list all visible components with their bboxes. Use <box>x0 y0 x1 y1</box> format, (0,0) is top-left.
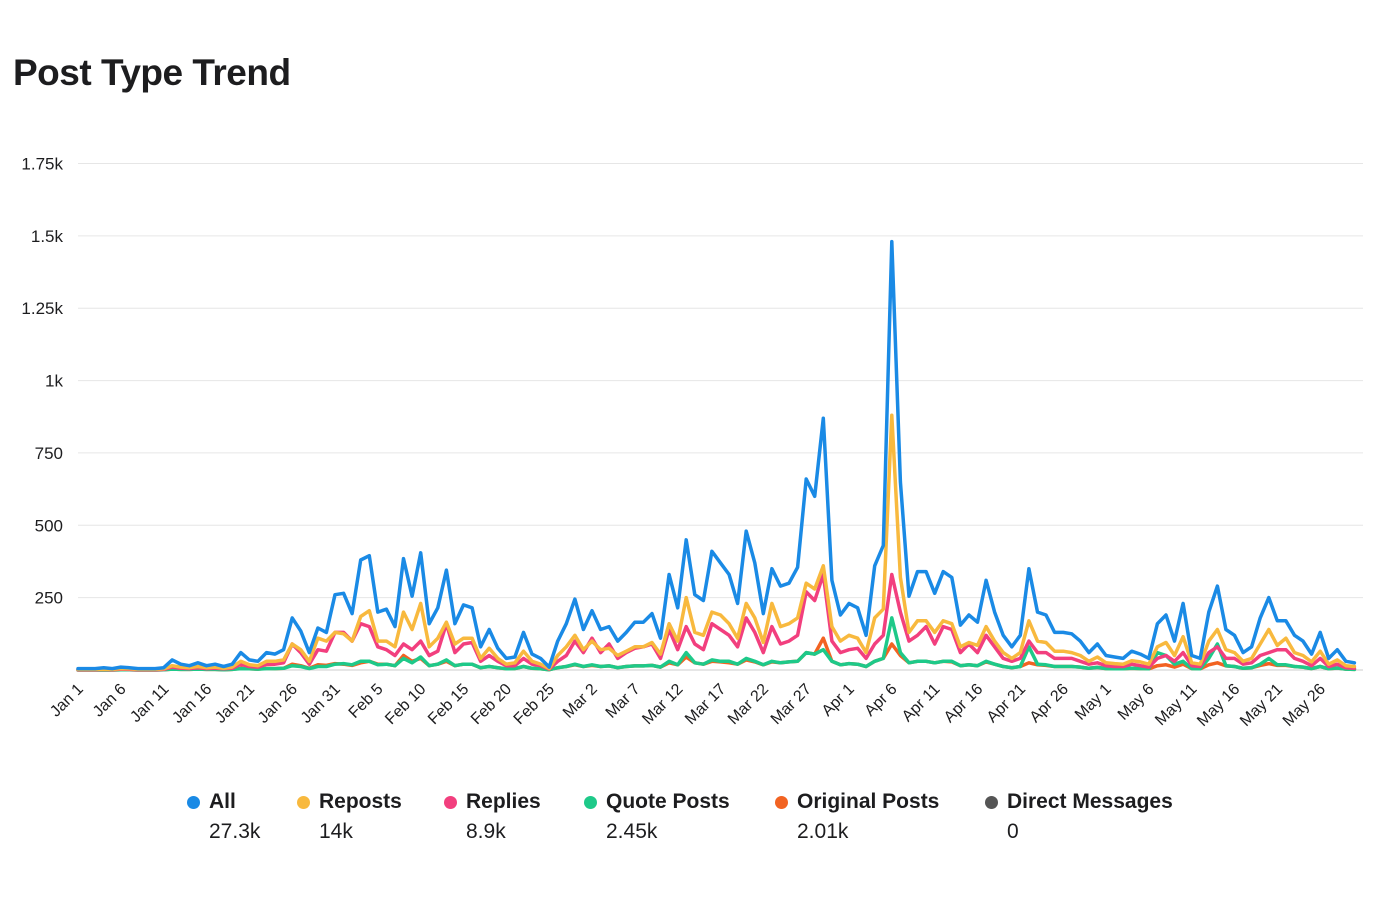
y-axis-ticks: 250 500 750 1k 1.25k 1.5k 1.75k <box>21 155 63 608</box>
y-tick-label: 750 <box>35 444 63 463</box>
x-tick-label: Jan 1 <box>47 681 87 721</box>
x-tick-label: Mar 12 <box>639 681 686 728</box>
chart-title: Post Type Trend <box>13 52 291 93</box>
x-tick-label: Mar 27 <box>768 681 815 728</box>
x-tick-label: Jan 16 <box>169 681 215 727</box>
legend-label: Original Posts <box>797 790 940 813</box>
x-tick-label: Apr 16 <box>941 681 986 726</box>
legend-label: Replies <box>466 790 541 813</box>
x-tick-label: Mar 17 <box>682 681 729 728</box>
legend-total: 2.01k <box>797 820 849 843</box>
legend-total: 0 <box>1007 820 1019 843</box>
legend-item-original-posts[interactable]: Original Posts 2.01k <box>775 790 939 844</box>
legend-total: 8.9k <box>466 820 506 843</box>
series-line-all <box>76 239 1357 671</box>
x-tick-label: Mar 22 <box>725 681 772 728</box>
x-tick-label: Apr 11 <box>899 681 944 726</box>
x-tick-label: Jan 21 <box>212 681 258 727</box>
legend-item-reposts[interactable]: Reposts 14k <box>297 790 402 844</box>
series-line-reposts <box>76 413 1357 672</box>
legend-item-replies[interactable]: Replies 8.9k <box>444 790 541 844</box>
y-tick-label: 1.75k <box>21 155 63 174</box>
x-tick-label: May 16 <box>1194 681 1243 730</box>
x-tick-label: Jan 11 <box>127 681 172 726</box>
y-tick-label: 250 <box>35 589 63 608</box>
y-tick-label: 500 <box>35 516 63 535</box>
x-tick-label: Apr 6 <box>862 681 901 720</box>
legend-dot-icon <box>444 795 457 809</box>
x-tick-label: Mar 2 <box>560 681 601 722</box>
x-tick-label: Feb 10 <box>382 681 429 728</box>
x-tick-label: Jan 6 <box>90 681 130 721</box>
legend-item-quote-posts[interactable]: Quote Posts 2.45k <box>584 790 730 844</box>
x-tick-label: Feb 5 <box>346 681 387 722</box>
x-tick-label: May 11 <box>1152 681 1200 729</box>
series-line-quote-posts <box>76 616 1357 672</box>
grid-lines <box>78 163 1363 671</box>
x-tick-label: Feb 25 <box>511 681 558 728</box>
legend-total: 27.3k <box>209 820 261 843</box>
x-tick-label: Feb 20 <box>468 681 515 728</box>
legend-total: 2.45k <box>606 820 658 843</box>
y-tick-label: 1.5k <box>31 227 64 246</box>
legend-dot-icon <box>187 795 200 809</box>
legend-total: 14k <box>319 820 353 843</box>
legend-label: Quote Posts <box>606 790 730 813</box>
x-tick-label: Feb 15 <box>425 681 472 728</box>
legend-item-all[interactable]: All 27.3k <box>187 790 260 844</box>
legend-dot-icon <box>297 795 310 809</box>
chart-legend: All 27.3k Reposts 14k Replies 8.9k Quote Posts… <box>0 790 1380 860</box>
legend-dot-icon <box>584 795 597 809</box>
x-tick-label: Mar 7 <box>603 681 644 722</box>
legend-dot-icon <box>985 795 998 809</box>
x-tick-label: Apr 1 <box>819 681 858 720</box>
x-tick-label: Jan 31 <box>298 681 344 727</box>
legend-item-direct-messages[interactable]: Direct Messages 0 <box>985 790 1173 844</box>
series-lines <box>76 239 1357 672</box>
x-tick-label: May 1 <box>1072 681 1115 724</box>
legend-label: All <box>209 790 236 813</box>
series-line-replies <box>76 572 1357 672</box>
x-tick-label: May 26 <box>1280 681 1329 730</box>
x-tick-label: Apr 21 <box>984 681 1029 726</box>
x-tick-label: Apr 26 <box>1027 681 1072 726</box>
legend-label: Reposts <box>319 790 402 813</box>
x-tick-label: May 21 <box>1237 681 1286 730</box>
legend-label: Direct Messages <box>1007 790 1173 813</box>
y-tick-label: 1.25k <box>21 299 63 318</box>
x-tick-label: Jan 26 <box>255 681 301 727</box>
y-tick-label: 1k <box>45 372 63 391</box>
legend-dot-icon <box>775 795 788 809</box>
